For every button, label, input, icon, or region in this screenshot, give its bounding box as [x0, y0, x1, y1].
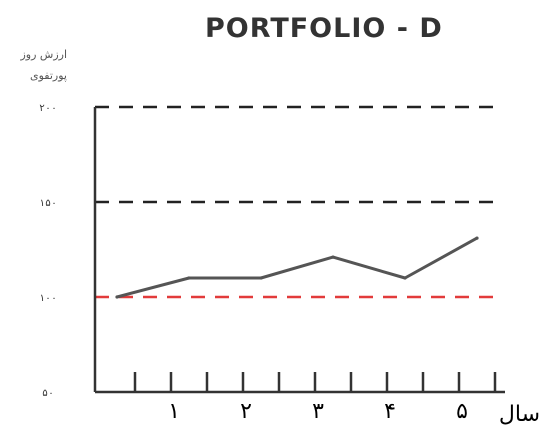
x-tick-labels: ۱ ۲ ۳ ۴ ۵: [168, 399, 468, 424]
x-tick-label-1: ۱: [168, 399, 180, 424]
y-tick-labels: ۵۰ ۱۰۰ ۱۵۰ ۲۰۰: [39, 103, 57, 399]
series-line-0: [116, 236, 478, 299]
x-axis-ticks: [133, 372, 497, 392]
data-point: [187, 276, 191, 280]
axes: [93, 107, 505, 394]
data-point: [403, 276, 407, 280]
data-point: [475, 236, 479, 240]
data-point: [115, 295, 119, 299]
x-tick-label-3: ۳: [312, 399, 324, 424]
x-tick-label-4: ۴: [384, 399, 396, 424]
series-layer: [115, 236, 479, 299]
chart-title: PORTFOLIO - D: [205, 13, 443, 44]
data-point: [331, 255, 335, 259]
y-tick-label-150: ۱۵۰: [39, 198, 57, 209]
x-axis-label: سال: [499, 402, 540, 426]
y-axis-label-line-1: ارزش روز: [19, 48, 67, 61]
data-point: [259, 276, 263, 280]
reference-lines: [95, 105, 500, 299]
y-axis-label-line-2: پورتفوی: [30, 69, 67, 82]
x-tick-label-5: ۵: [456, 399, 468, 424]
y-tick-label-100: ۱۰۰: [39, 293, 57, 304]
y-tick-label-50: ۵۰: [42, 388, 54, 399]
y-tick-label-200: ۲۰۰: [39, 103, 57, 114]
x-tick-label-2: ۲: [240, 399, 252, 424]
